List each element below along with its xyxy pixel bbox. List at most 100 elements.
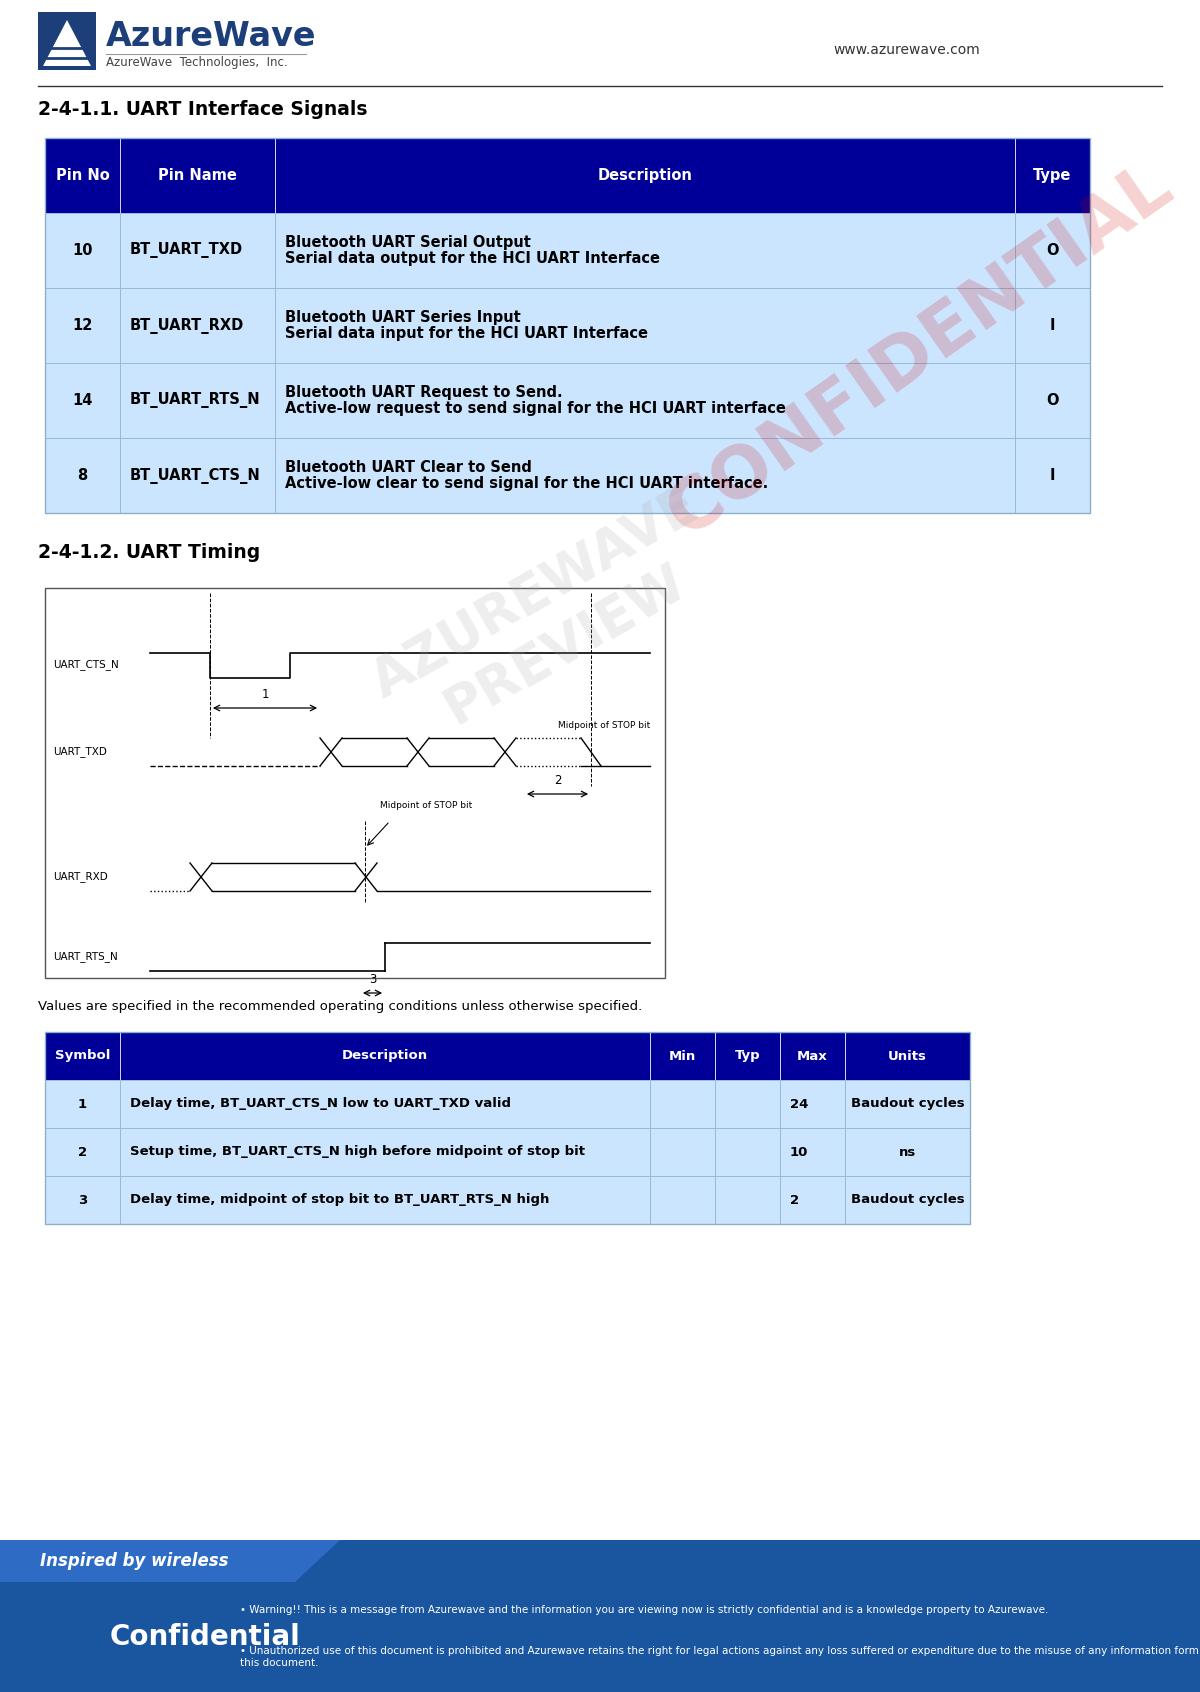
Text: Description: Description <box>342 1049 428 1063</box>
Bar <box>38 12 96 69</box>
Text: CONFIDENTIAL: CONFIDENTIAL <box>655 151 1186 550</box>
Bar <box>46 589 665 978</box>
Bar <box>46 139 120 213</box>
Bar <box>46 1032 120 1079</box>
Text: 10: 10 <box>790 1145 809 1159</box>
Text: 2: 2 <box>553 773 562 787</box>
Text: 8: 8 <box>77 469 88 482</box>
Text: UART_CTS_N: UART_CTS_N <box>53 660 119 670</box>
Text: Min: Min <box>668 1049 696 1063</box>
Text: 1: 1 <box>78 1098 88 1110</box>
Text: • Unauthorized use of this document is prohibited and Azurewave retains the righ: • Unauthorized use of this document is p… <box>240 1646 1199 1668</box>
Text: Serial data input for the HCI UART Interface: Serial data input for the HCI UART Inter… <box>286 327 648 340</box>
Text: Bluetooth UART Clear to Send: Bluetooth UART Clear to Send <box>286 460 532 475</box>
Text: UART_RTS_N: UART_RTS_N <box>53 951 118 963</box>
Text: UART_TXD: UART_TXD <box>53 746 107 758</box>
Bar <box>46 213 120 288</box>
Text: Type: Type <box>1033 168 1072 183</box>
Bar <box>0 1540 1200 1582</box>
Text: www.azurewave.com: www.azurewave.com <box>833 42 980 58</box>
Text: Typ: Typ <box>734 1049 761 1063</box>
Bar <box>715 1176 780 1223</box>
Text: 2: 2 <box>78 1145 88 1159</box>
Text: 10: 10 <box>72 244 92 257</box>
Text: Max: Max <box>797 1049 828 1063</box>
Bar <box>845 1129 970 1176</box>
Bar <box>1015 139 1090 213</box>
Text: I: I <box>1050 469 1055 482</box>
Text: BT_UART_CTS_N: BT_UART_CTS_N <box>130 467 260 484</box>
Bar <box>120 438 275 513</box>
Text: BT_UART_TXD: BT_UART_TXD <box>130 242 244 259</box>
Text: Baudout cycles: Baudout cycles <box>851 1193 965 1206</box>
Bar <box>46 1079 120 1129</box>
Bar <box>845 1079 970 1129</box>
Text: Active-low clear to send signal for the HCI UART interface.: Active-low clear to send signal for the … <box>286 475 768 491</box>
Text: I: I <box>1050 318 1055 333</box>
Bar <box>780 1176 845 1223</box>
Bar <box>275 364 1015 438</box>
Text: 2-4-1.1. UART Interface Signals: 2-4-1.1. UART Interface Signals <box>38 100 367 118</box>
Bar <box>715 1129 780 1176</box>
Text: AZUREWAVE
PREVIEW: AZUREWAVE PREVIEW <box>362 479 738 761</box>
Text: 1: 1 <box>262 689 269 700</box>
Bar <box>1015 438 1090 513</box>
Text: - 11 -: - 11 - <box>583 1668 617 1682</box>
Bar <box>780 1079 845 1129</box>
Text: Pin No: Pin No <box>55 168 109 183</box>
Bar <box>120 1129 650 1176</box>
Text: Midpoint of STOP bit: Midpoint of STOP bit <box>380 800 473 810</box>
Text: • Warning!! This is a message from Azurewave and the information you are viewing: • Warning!! This is a message from Azure… <box>240 1606 1049 1614</box>
Bar <box>0 1582 1200 1692</box>
Text: 3: 3 <box>368 973 376 986</box>
Text: AzureWave  Technologies,  Inc.: AzureWave Technologies, Inc. <box>106 56 288 69</box>
Text: BT_UART_RTS_N: BT_UART_RTS_N <box>130 393 260 408</box>
Bar <box>46 1176 120 1223</box>
Text: Delay time, midpoint of stop bit to BT_UART_RTS_N high: Delay time, midpoint of stop bit to BT_U… <box>130 1193 550 1206</box>
Bar <box>1015 288 1090 364</box>
Text: 12: 12 <box>72 318 92 333</box>
Text: O: O <box>1046 244 1058 257</box>
Bar <box>46 139 1090 513</box>
Text: Midpoint of STOP bit: Midpoint of STOP bit <box>558 721 650 729</box>
Bar <box>120 1176 650 1223</box>
Text: Inspired by wireless: Inspired by wireless <box>40 1552 228 1570</box>
Bar <box>275 288 1015 364</box>
Bar <box>275 139 1015 213</box>
Text: 24: 24 <box>790 1098 809 1110</box>
Bar <box>275 213 1015 288</box>
Text: UART_RXD: UART_RXD <box>53 871 108 883</box>
Text: 14: 14 <box>72 393 92 408</box>
Bar <box>120 288 275 364</box>
Text: Setup time, BT_UART_CTS_N high before midpoint of stop bit: Setup time, BT_UART_CTS_N high before mi… <box>130 1145 586 1159</box>
Text: Bluetooth UART Serial Output: Bluetooth UART Serial Output <box>286 235 530 250</box>
Text: Bluetooth UART Series Input: Bluetooth UART Series Input <box>286 310 521 325</box>
Text: Units: Units <box>888 1049 926 1063</box>
Bar <box>780 1032 845 1079</box>
Text: O: O <box>1046 393 1058 408</box>
Bar <box>120 139 275 213</box>
Text: Confidential: Confidential <box>110 1623 301 1651</box>
Text: Bluetooth UART Request to Send.: Bluetooth UART Request to Send. <box>286 386 563 399</box>
Bar <box>120 1032 650 1079</box>
Bar <box>780 1129 845 1176</box>
Text: AzureWave: AzureWave <box>106 20 317 52</box>
Text: Pin Name: Pin Name <box>158 168 236 183</box>
Bar <box>46 1129 120 1176</box>
Text: ns: ns <box>899 1145 916 1159</box>
Polygon shape <box>43 20 91 66</box>
Bar <box>46 438 120 513</box>
Bar <box>650 1032 715 1079</box>
Bar <box>46 288 120 364</box>
Text: Active-low request to send signal for the HCI UART interface: Active-low request to send signal for th… <box>286 401 786 416</box>
Text: Symbol: Symbol <box>55 1049 110 1063</box>
Bar <box>650 1079 715 1129</box>
Bar <box>715 1032 780 1079</box>
Bar <box>46 1032 970 1223</box>
Bar <box>120 364 275 438</box>
Bar <box>650 1129 715 1176</box>
Text: Serial data output for the HCI UART Interface: Serial data output for the HCI UART Inte… <box>286 250 660 266</box>
Bar <box>715 1079 780 1129</box>
Text: 3: 3 <box>78 1193 88 1206</box>
Bar <box>1015 364 1090 438</box>
